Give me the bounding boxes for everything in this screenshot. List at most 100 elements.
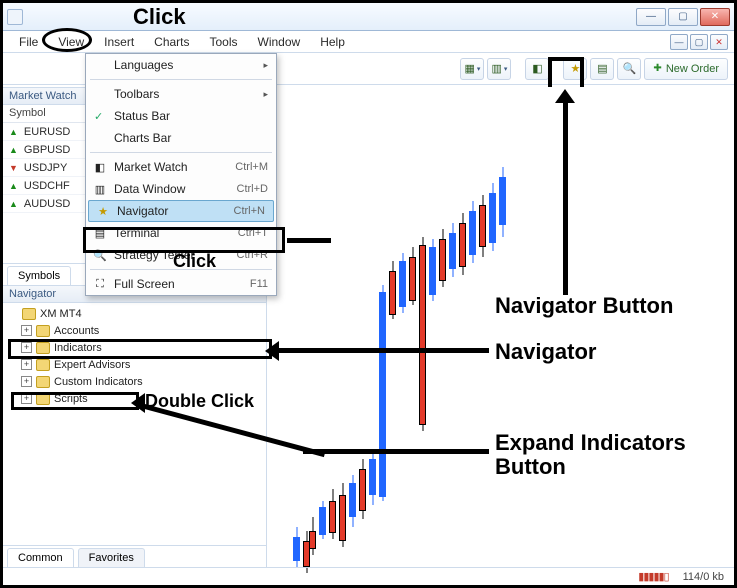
- navigator-tabs: Common Favorites: [3, 545, 266, 567]
- navigator-tab-common[interactable]: Common: [7, 548, 74, 567]
- candle: [339, 87, 346, 567]
- menubar: File View Insert Charts Tools Window Hel…: [3, 31, 734, 53]
- direction-icon: ▼: [9, 163, 18, 173]
- candle: [409, 87, 416, 567]
- candle: [359, 87, 366, 567]
- menu-strategy-tester-shortcut: Ctrl+R: [237, 249, 268, 261]
- toolbar-profiles[interactable]: ▥: [487, 58, 511, 80]
- direction-icon: ▲: [9, 127, 18, 137]
- menu-market-watch-shortcut: Ctrl+M: [235, 161, 268, 173]
- menu-charts[interactable]: Charts: [144, 32, 199, 52]
- tree-item-indicators[interactable]: Indicators: [7, 339, 262, 356]
- mdi-close[interactable]: ✕: [710, 34, 728, 50]
- menu-languages-label: Languages: [114, 58, 173, 72]
- menu-toolbars-label: Toolbars: [114, 87, 159, 101]
- menu-charts-bar-label: Charts Bar: [114, 131, 171, 145]
- candle: [399, 87, 406, 567]
- market-watch-title-label: Market Watch: [9, 90, 76, 102]
- candle: [429, 87, 436, 567]
- menu-file[interactable]: File: [9, 32, 48, 52]
- folder-icon: [36, 325, 50, 337]
- candle: [293, 87, 300, 567]
- connection-bars-icon: ▮▮▮▮▮▯: [638, 570, 668, 583]
- menu-full-screen[interactable]: ⛶ Full Screen F11: [86, 273, 276, 295]
- menu-navigator-shortcut: Ctrl+N: [234, 205, 265, 217]
- market-watch-tab-symbols[interactable]: Symbols: [7, 266, 71, 285]
- menu-market-watch[interactable]: ◧Market WatchCtrl+M: [86, 156, 276, 178]
- navigator-tree: XM MT4 Accounts Indicators Expert Advisors…: [3, 303, 266, 545]
- mdi-controls: ✕: [670, 31, 734, 53]
- candle: [319, 87, 326, 567]
- candle: [489, 87, 496, 567]
- chart-area[interactable]: [267, 87, 734, 567]
- navigator-icon: ★: [95, 203, 111, 219]
- minimize-button[interactable]: [636, 8, 666, 26]
- tree-item-label: Scripts: [54, 393, 88, 405]
- menu-help[interactable]: Help: [310, 32, 355, 52]
- mdi-minimize[interactable]: [670, 34, 688, 50]
- candle: [389, 87, 396, 567]
- folder-icon: [36, 393, 50, 405]
- arrow-nav-button-vert: [563, 99, 568, 295]
- tree-root[interactable]: XM MT4: [7, 305, 262, 322]
- menu-view[interactable]: View: [48, 32, 94, 52]
- menu-view-label: View: [58, 35, 84, 49]
- candle: [303, 87, 310, 567]
- menu-data-window-shortcut: Ctrl+D: [237, 183, 268, 195]
- menu-full-screen-shortcut: F11: [250, 278, 268, 290]
- symbol-label: USDCHF: [24, 180, 70, 192]
- menu-navigator[interactable]: ★NavigatorCtrl+N: [88, 200, 274, 222]
- close-button[interactable]: [700, 8, 730, 26]
- tree-item-accounts[interactable]: Accounts: [7, 322, 262, 339]
- candle: [379, 87, 386, 567]
- tree-item-expert-advisors[interactable]: Expert Advisors: [7, 356, 262, 373]
- anno-click-top: Click: [133, 4, 186, 30]
- full-screen-icon: ⛶: [92, 276, 108, 292]
- candle: [449, 87, 456, 567]
- expand-icon[interactable]: [21, 325, 32, 336]
- symbol-label: AUDUSD: [24, 198, 70, 210]
- arrow-expand-ind-h: [303, 449, 489, 454]
- tree-item-label: Expert Advisors: [54, 359, 130, 371]
- navigator-tab-favorites[interactable]: Favorites: [78, 548, 145, 567]
- menu-insert[interactable]: Insert: [94, 32, 144, 52]
- folder-icon: [36, 359, 50, 371]
- symbol-label: EURUSD: [24, 126, 70, 138]
- arrow-navigator-panel-head: [265, 341, 279, 361]
- menu-status-bar[interactable]: Status Bar: [86, 105, 276, 127]
- tree-root-label: XM MT4: [40, 308, 82, 320]
- toolbar-navigator-button[interactable]: ★: [563, 58, 587, 80]
- menu-window[interactable]: Window: [248, 32, 311, 52]
- menu-full-screen-label: Full Screen: [114, 277, 175, 291]
- expand-icon[interactable]: [21, 342, 32, 353]
- menu-charts-bar[interactable]: Charts Bar: [86, 127, 276, 149]
- candle: [499, 87, 506, 567]
- tree-item-custom-indicators[interactable]: Custom Indicators: [7, 373, 262, 390]
- menu-toolbars[interactable]: Toolbars▸: [86, 83, 276, 105]
- mdi-restore[interactable]: [690, 34, 708, 50]
- menu-data-window[interactable]: ▥Data WindowCtrl+D: [86, 178, 276, 200]
- candle: [309, 87, 316, 567]
- maximize-button[interactable]: [668, 8, 698, 26]
- data-window-icon: ▥: [92, 181, 108, 197]
- tree-item-label: Accounts: [54, 325, 99, 337]
- arrow-nav-button-head: [555, 89, 575, 103]
- candle: [329, 87, 336, 567]
- toolbar-new-order[interactable]: New Order: [644, 58, 728, 80]
- direction-icon: ▲: [9, 199, 18, 209]
- candle: [469, 87, 476, 567]
- expand-icon[interactable]: [21, 359, 32, 370]
- anno-click-nav: Click: [173, 251, 216, 272]
- toolbar-strategy-tester[interactable]: 🔍: [617, 58, 641, 80]
- menu-tools[interactable]: Tools: [200, 32, 248, 52]
- expand-icon[interactable]: [21, 393, 32, 404]
- toolbar-market-watch[interactable]: ◧: [525, 58, 549, 80]
- toolbar-chart-add[interactable]: ▦: [460, 58, 484, 80]
- expand-icon[interactable]: [21, 376, 32, 387]
- menu-languages[interactable]: Languages▸: [86, 54, 276, 76]
- toolbar-terminal[interactable]: ▤: [590, 58, 614, 80]
- symbol-label: USDJPY: [24, 162, 67, 174]
- menu-status-bar-label: Status Bar: [114, 109, 170, 123]
- titlebar: [3, 3, 734, 31]
- menu-terminal[interactable]: ▤TerminalCtrl+T: [86, 222, 276, 244]
